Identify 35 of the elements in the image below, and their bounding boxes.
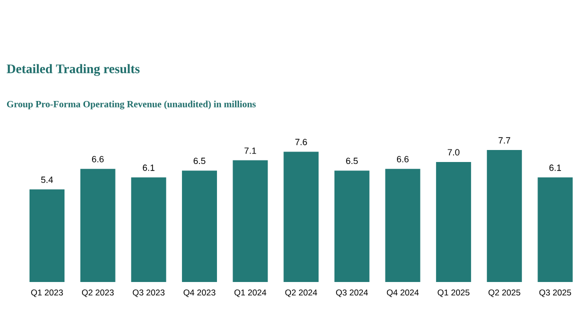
x-tick-label: Q1 2023 <box>31 290 63 298</box>
data-label: 7.7 <box>498 137 510 144</box>
data-label: 7.6 <box>295 138 307 146</box>
x-tick-label: Q3 2023 <box>132 290 165 298</box>
x-tick-label: Q1 2024 <box>234 290 266 298</box>
x-tick-label: Q2 2023 <box>82 290 114 298</box>
data-label: 6.6 <box>92 156 104 162</box>
bar <box>486 150 522 282</box>
x-tick-label: Q4 2024 <box>386 290 419 298</box>
data-label: 6.5 <box>194 158 206 164</box>
data-label: 6.1 <box>142 164 154 171</box>
data-label: 7.0 <box>448 149 460 156</box>
x-tick-label: Q2 2024 <box>285 290 318 298</box>
bar <box>436 162 472 282</box>
x-tick-label: Q2 2025 <box>488 290 520 298</box>
x-tick-label: Q3 2025 <box>539 290 572 298</box>
data-label: 6.6 <box>396 156 409 162</box>
chart-title: Detailed Trading results <box>6 64 140 76</box>
bar <box>334 170 370 282</box>
x-tick-label: Q1 2025 <box>438 290 470 298</box>
bar <box>131 177 166 282</box>
bar <box>385 168 420 282</box>
chart-subtitle: Group Pro-Forma Operating Revenue (unaudited) in millions <box>6 100 256 110</box>
bar <box>182 170 217 282</box>
bar <box>284 152 319 282</box>
bar <box>232 160 268 282</box>
data-label: 6.5 <box>346 158 358 164</box>
bar <box>30 189 65 282</box>
bar <box>80 168 116 282</box>
data-label: 5.4 <box>41 176 53 183</box>
data-label: 6.1 <box>549 164 561 171</box>
bar <box>538 177 573 282</box>
data-label: 7.1 <box>244 148 256 154</box>
x-tick-label: Q4 2023 <box>184 290 216 298</box>
x-tick-label: Q3 2024 <box>336 290 368 298</box>
